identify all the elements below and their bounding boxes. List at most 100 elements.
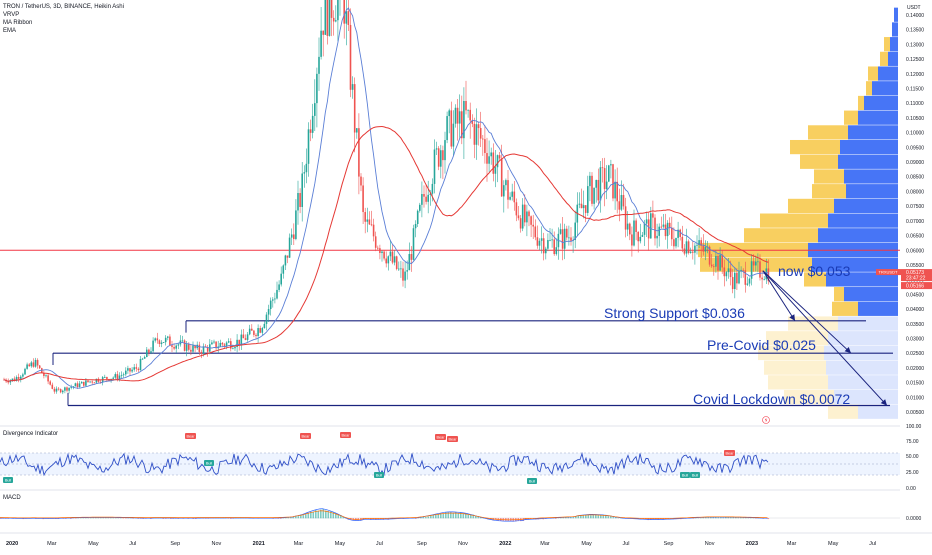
candle-body <box>152 341 154 352</box>
vp-down-bar <box>764 361 826 375</box>
annotation-precovid: Pre-Covid $0.025 <box>707 337 816 353</box>
vp-up-bar <box>818 228 898 242</box>
candle-body <box>259 328 261 333</box>
candle-body <box>39 366 41 369</box>
candle-body <box>736 273 738 284</box>
candle-body <box>390 252 392 257</box>
candle-body <box>308 129 310 163</box>
candle-body <box>220 343 222 347</box>
time-tick: Mar <box>294 541 304 547</box>
candle-body <box>291 234 293 237</box>
candle-body <box>417 211 419 224</box>
candle-body <box>371 224 373 225</box>
bull-tag-label: Bull <box>529 480 535 484</box>
macd-hist <box>438 514 440 518</box>
candle-body <box>602 167 604 168</box>
candle-body <box>719 255 721 271</box>
oscillator-title[interactable]: Divergence Indicator <box>3 430 58 438</box>
candle-body <box>713 266 715 267</box>
bear-tag-label: Bear <box>301 435 310 439</box>
candle-body <box>499 155 501 158</box>
candle-body <box>730 268 732 277</box>
candle-body <box>325 0 327 35</box>
time-tick: Sep <box>664 541 674 547</box>
candle-body <box>255 335 257 336</box>
vp-up-bar <box>888 52 898 66</box>
candle-body <box>640 237 642 241</box>
candle-body <box>398 269 400 270</box>
candle-body <box>650 213 652 238</box>
time-tick: Jul <box>869 541 876 547</box>
candle-body <box>45 375 47 376</box>
candle-body <box>224 344 226 345</box>
vp-down-bar <box>808 125 848 139</box>
candle-body <box>757 261 759 262</box>
candle-body <box>142 359 144 360</box>
candle-body <box>587 186 589 213</box>
time-tick: Nov <box>458 541 468 547</box>
candle-body <box>703 246 705 252</box>
price-tick: 0.07500 <box>906 204 924 210</box>
candle-body <box>167 337 169 338</box>
candle-body <box>648 219 650 238</box>
symbol-title[interactable]: TRON / TetherUS, 3D, BINANCE, Heikin Ash… <box>3 3 124 11</box>
candle-body <box>715 256 717 267</box>
candle-body <box>608 165 610 181</box>
time-tick: 2022 <box>499 541 511 547</box>
candle-body <box>541 238 543 241</box>
annotation-support: Strong Support $0.036 <box>604 305 745 321</box>
price-tick: 0.08500 <box>906 175 924 181</box>
candle-body <box>652 213 654 217</box>
price-tick: 0.10000 <box>906 131 924 137</box>
time-tick: May <box>828 541 839 547</box>
candle-body <box>161 343 163 344</box>
vp-up-bar <box>890 37 898 51</box>
bear-tag-label: Bear <box>341 434 350 438</box>
price-tick: 0.02000 <box>906 366 924 372</box>
candle-body <box>136 367 138 369</box>
candle-body <box>635 221 637 232</box>
candle-body <box>761 278 763 280</box>
vp-up-bar <box>892 22 898 36</box>
candle-body <box>293 234 295 239</box>
candle-body <box>327 0 329 36</box>
vp-down-bar <box>844 111 858 125</box>
macd-line <box>0 509 768 521</box>
candle-body <box>459 111 461 123</box>
macd-hist <box>440 514 442 518</box>
candle-body <box>465 101 467 110</box>
candle-body <box>232 348 234 349</box>
candle-body <box>343 0 345 24</box>
macd-hist <box>443 514 445 519</box>
price-tick: 0.12000 <box>906 72 924 78</box>
time-tick: Nov <box>705 541 715 547</box>
osc-tick: 100.00 <box>906 424 922 430</box>
indicator-ma-ribbon[interactable]: MA Ribbon <box>3 19 32 27</box>
candle-body <box>495 167 497 174</box>
candle-body <box>266 315 268 324</box>
candle-body <box>600 167 602 200</box>
candle-body <box>589 176 591 186</box>
candle-body <box>121 375 123 376</box>
candle-body <box>444 140 446 160</box>
indicator-vrvp[interactable]: VRVP <box>3 11 19 19</box>
candle-body <box>356 128 358 132</box>
price-tick: 0.00500 <box>906 410 924 416</box>
candle-body <box>425 197 427 202</box>
price-tick: 0.07000 <box>906 219 924 225</box>
candle-body <box>188 344 190 350</box>
candle-body <box>348 11 350 25</box>
candle-body <box>503 185 505 196</box>
indicator-ema[interactable]: EMA <box>3 27 16 35</box>
macd-title[interactable]: MACD <box>3 494 21 502</box>
candle-body <box>52 385 54 389</box>
candle-body <box>568 237 570 238</box>
bear-tag-label: Bear <box>436 436 445 440</box>
macd-hist <box>600 515 602 518</box>
macd-hist <box>715 517 717 518</box>
price-tick: 0.09500 <box>906 145 924 151</box>
candle-body <box>138 369 140 370</box>
candle-body <box>226 343 228 346</box>
